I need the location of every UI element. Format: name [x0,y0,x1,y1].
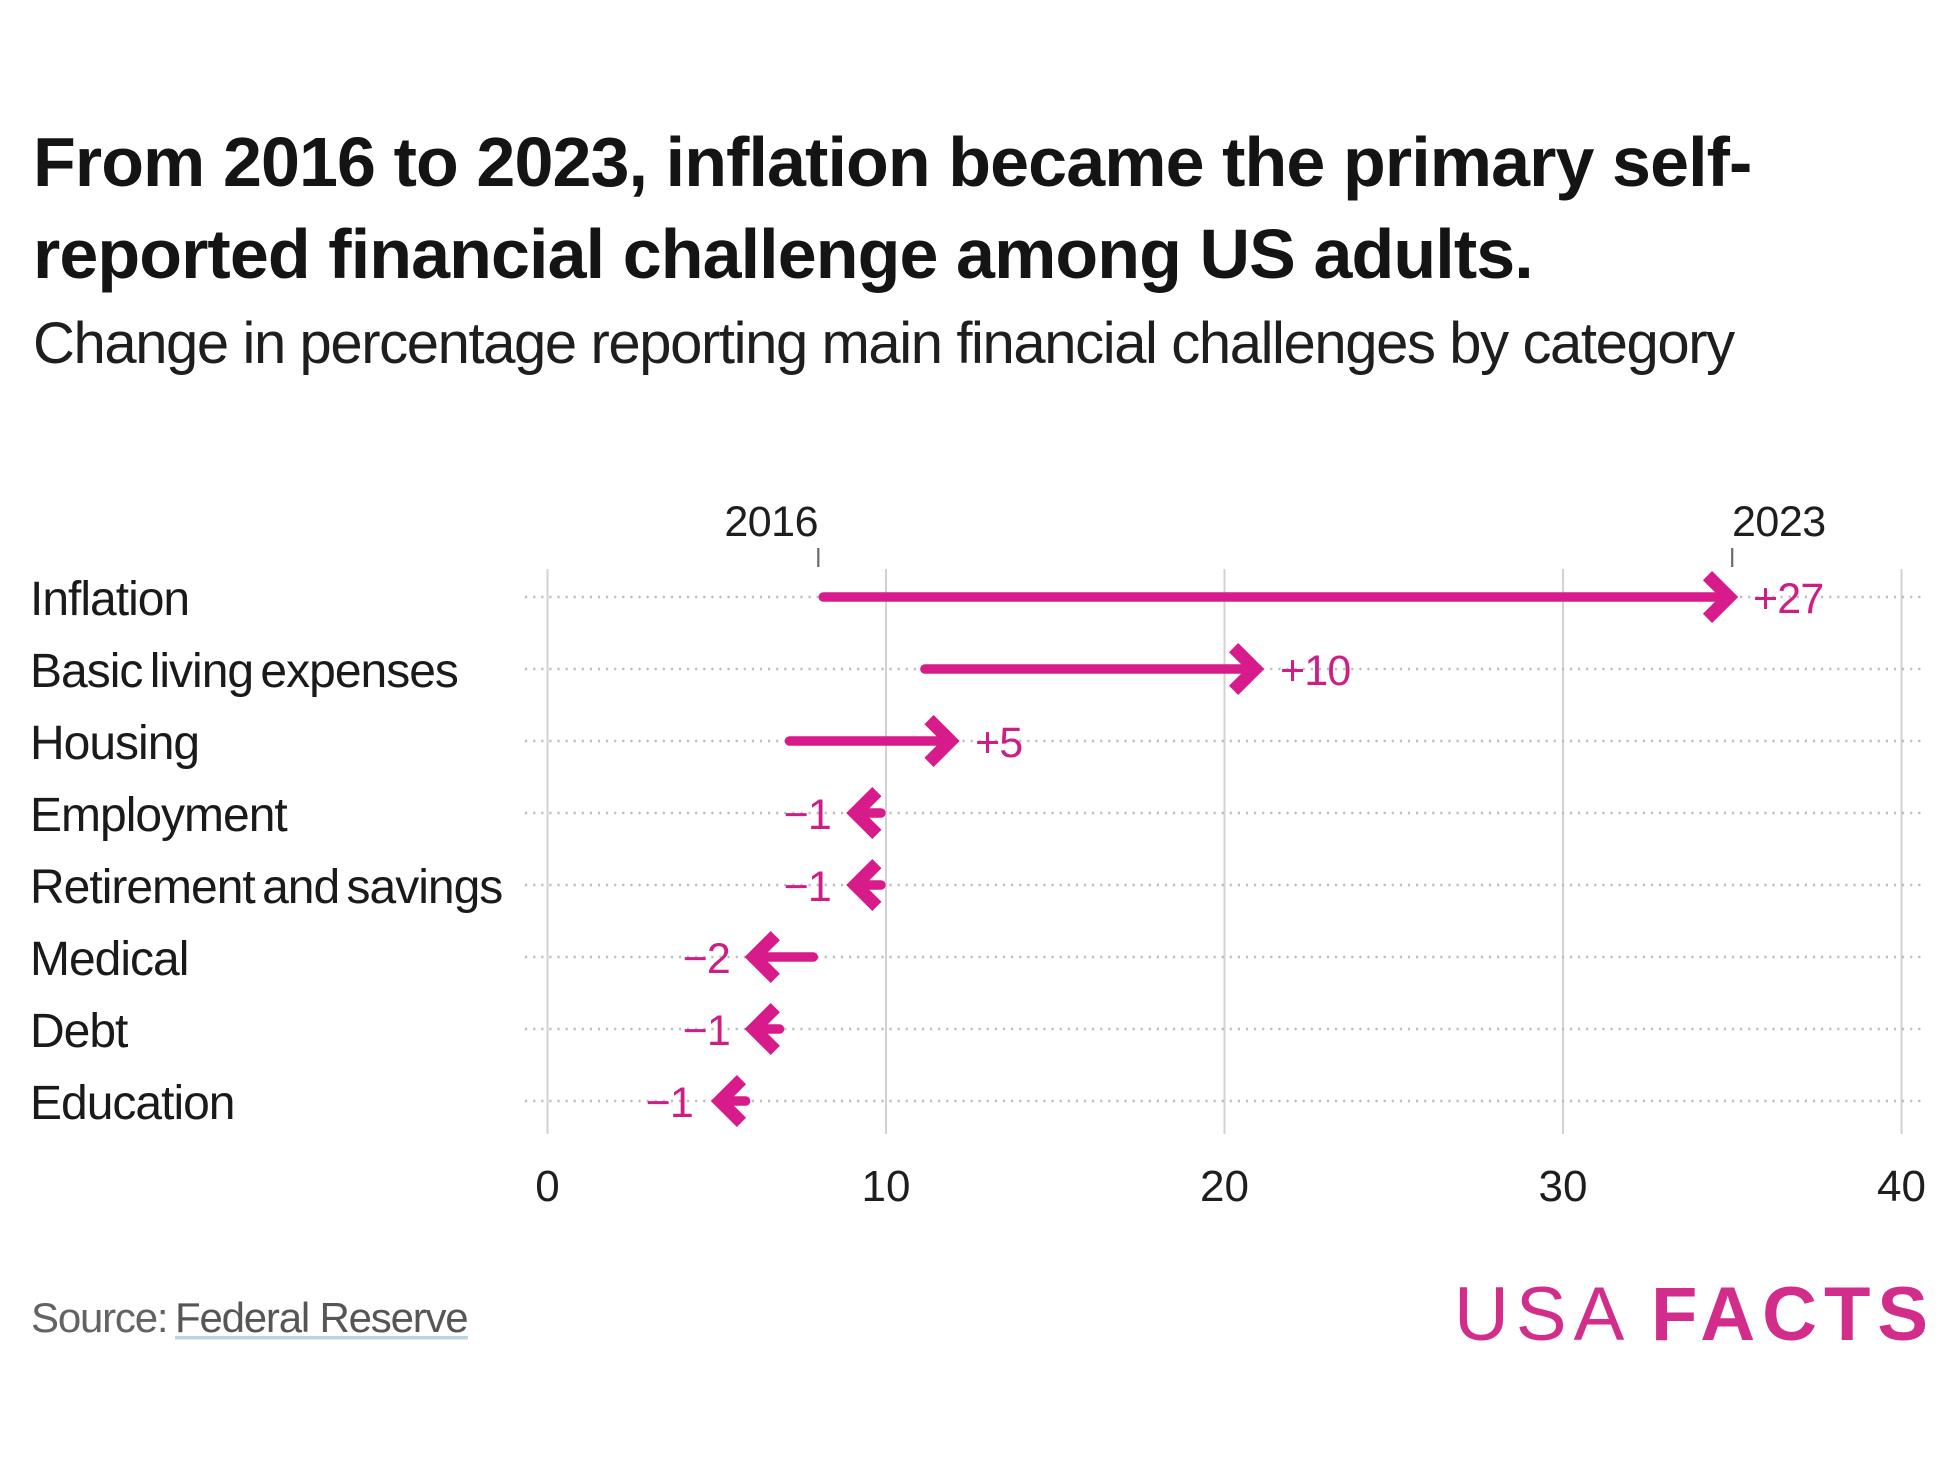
svg-text:Housing: Housing [30,717,199,770]
svg-text:Debt: Debt [30,1005,128,1058]
svg-text:USA: USA [1454,1272,1631,1357]
svg-text:−2: −2 [683,935,730,983]
svg-text:10: 10 [862,1162,911,1211]
svg-text:Federal Reserve: Federal Reserve [175,1294,467,1341]
svg-text:2016: 2016 [724,498,818,546]
svg-text:0: 0 [535,1162,559,1211]
svg-text:20: 20 [1200,1162,1249,1211]
svg-text:−1: −1 [646,1079,693,1127]
svg-text:Source:: Source: [31,1294,167,1341]
svg-text:Change in percentage reporting: Change in percentage reporting main fina… [33,311,1735,376]
svg-text:+27: +27 [1753,575,1824,623]
svg-text:2023: 2023 [1732,498,1826,546]
svg-text:+5: +5 [975,719,1022,767]
svg-text:−1: −1 [784,791,831,839]
svg-text:40: 40 [1877,1162,1926,1211]
svg-text:Medical: Medical [30,933,188,986]
svg-text:Inflation: Inflation [30,573,189,626]
svg-text:From 2016 to 2023, inflation b: From 2016 to 2023, inflation became the … [33,123,1751,201]
svg-text:Employment: Employment [30,789,287,842]
svg-text:reported financial challenge a: reported financial challenge among US ad… [33,215,1533,293]
svg-text:Retirement and savings: Retirement and savings [30,861,502,914]
svg-text:Education: Education [30,1077,235,1130]
svg-text:−1: −1 [784,863,831,911]
svg-text:Basic living expenses: Basic living expenses [30,645,458,698]
svg-text:−1: −1 [683,1007,730,1055]
svg-text:30: 30 [1539,1162,1588,1211]
svg-text:+10: +10 [1280,647,1351,695]
svg-text:FACTS: FACTS [1651,1272,1935,1357]
